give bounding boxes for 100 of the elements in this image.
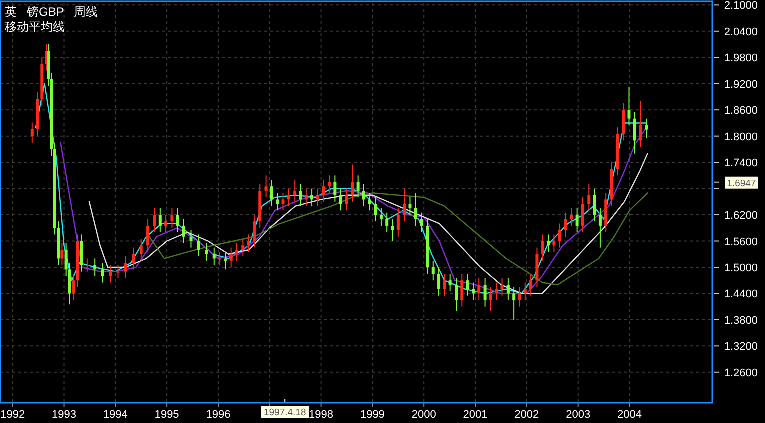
x-tick-label: 2004 — [618, 409, 642, 421]
candlestick — [518, 286, 522, 308]
candlestick — [484, 278, 487, 308]
candlestick — [101, 262, 104, 284]
candlestick — [495, 282, 498, 301]
candlestick — [276, 192, 280, 212]
candlestick — [190, 230, 193, 248]
line-series — [146, 192, 648, 286]
candlestick — [346, 188, 349, 212]
candlestick — [506, 278, 510, 301]
candlestick — [466, 274, 470, 296]
y-tick-label: 2.0400 — [724, 26, 758, 38]
candlestick — [224, 252, 228, 270]
y-tick-label: 1.8600 — [724, 105, 758, 118]
candlestick — [448, 274, 452, 292]
x-tick-label: 1994 — [103, 409, 128, 421]
candlestick — [386, 212, 389, 234]
y-tick-label: 1.4400 — [724, 288, 758, 301]
candlestick — [322, 180, 326, 202]
candlestick — [460, 274, 464, 308]
candlestick — [639, 100, 642, 148]
candlestick — [633, 112, 636, 154]
candlestick — [282, 192, 285, 212]
candlestick — [247, 234, 250, 253]
x-tick-label: 2003 — [566, 409, 591, 421]
x-tick-label: 1995 — [154, 409, 180, 421]
candlestick — [197, 234, 200, 258]
candlestick — [182, 218, 186, 244]
candlestick — [235, 242, 238, 262]
candlestick — [414, 192, 418, 226]
candlestick — [212, 247, 216, 266]
x-tick-label: 1992 — [0, 409, 26, 421]
x-tick-label: 1997.4.18 — [264, 408, 306, 418]
candlestick — [362, 184, 366, 207]
line-series — [60, 126, 648, 294]
candlestick — [264, 175, 268, 198]
y-tick-label: 1.9800 — [724, 52, 758, 65]
candlestick — [328, 175, 332, 194]
candlestick — [396, 208, 400, 238]
candlestick — [304, 188, 308, 207]
x-tick-label: 2000 — [412, 409, 436, 421]
candlestick — [489, 286, 492, 312]
candlestick — [351, 164, 354, 202]
text: 移动平均线 — [5, 20, 65, 34]
candlestick — [158, 208, 162, 234]
y-tick-label: 1.2600 — [724, 367, 758, 380]
candlestick — [438, 266, 441, 296]
candlestick — [339, 188, 342, 212]
candlestick — [524, 282, 527, 301]
candlestick — [356, 175, 360, 198]
candlestick — [581, 197, 584, 234]
x-tick-label: 1993 — [52, 409, 76, 421]
candlestick — [512, 286, 516, 320]
candlestick — [472, 282, 475, 301]
x-tick-label: 2002 — [514, 409, 540, 421]
candlestick — [60, 242, 64, 266]
y-tick-label: 1.6200 — [724, 210, 758, 222]
candlestick — [455, 278, 458, 312]
candlestick — [334, 175, 337, 202]
candlestick — [588, 184, 591, 212]
y-tick-label: 1.8000 — [724, 131, 758, 144]
candlestick — [252, 214, 256, 248]
candlestick — [403, 188, 406, 222]
candlestick — [432, 260, 435, 282]
candlestick — [218, 252, 222, 266]
candlestick — [132, 247, 136, 270]
x-tick-label: 2001 — [463, 409, 488, 421]
candlestick — [645, 118, 648, 140]
chart-title: 英 镑GBP 周线 — [5, 5, 98, 19]
x-tick-label: 1999 — [360, 409, 385, 421]
candlestick — [310, 188, 314, 207]
candlestick — [287, 188, 290, 207]
candlestick — [242, 238, 245, 258]
candlestick — [558, 223, 562, 248]
y-tick-label: 1.9200 — [724, 78, 758, 91]
candlestick — [116, 264, 120, 279]
candlestick — [124, 256, 128, 279]
candlestick — [94, 258, 97, 277]
candlestick — [391, 218, 394, 242]
candlestick — [570, 208, 574, 226]
candlestick — [478, 278, 481, 301]
y-tick-label: 1.7400 — [724, 158, 758, 170]
candlestick — [140, 238, 143, 262]
candlestick — [86, 258, 89, 272]
y-tick-label: 2.1000 — [724, 0, 758, 12]
candlestick — [153, 208, 156, 234]
candlestick — [443, 274, 446, 296]
candlestick — [530, 274, 533, 296]
candlestick — [547, 234, 550, 253]
candlestick — [500, 278, 504, 296]
x-tick-label: 1996 — [206, 409, 231, 421]
candlestick — [316, 188, 320, 207]
candlestick — [164, 214, 168, 234]
candlestick — [109, 264, 112, 284]
candlestick — [299, 184, 302, 207]
candlestick — [294, 180, 297, 202]
candlestick — [564, 212, 568, 238]
candlestick — [628, 86, 631, 126]
x-tick-label: 1998 — [309, 409, 334, 421]
y-tick-label: 1.3800 — [724, 314, 758, 327]
